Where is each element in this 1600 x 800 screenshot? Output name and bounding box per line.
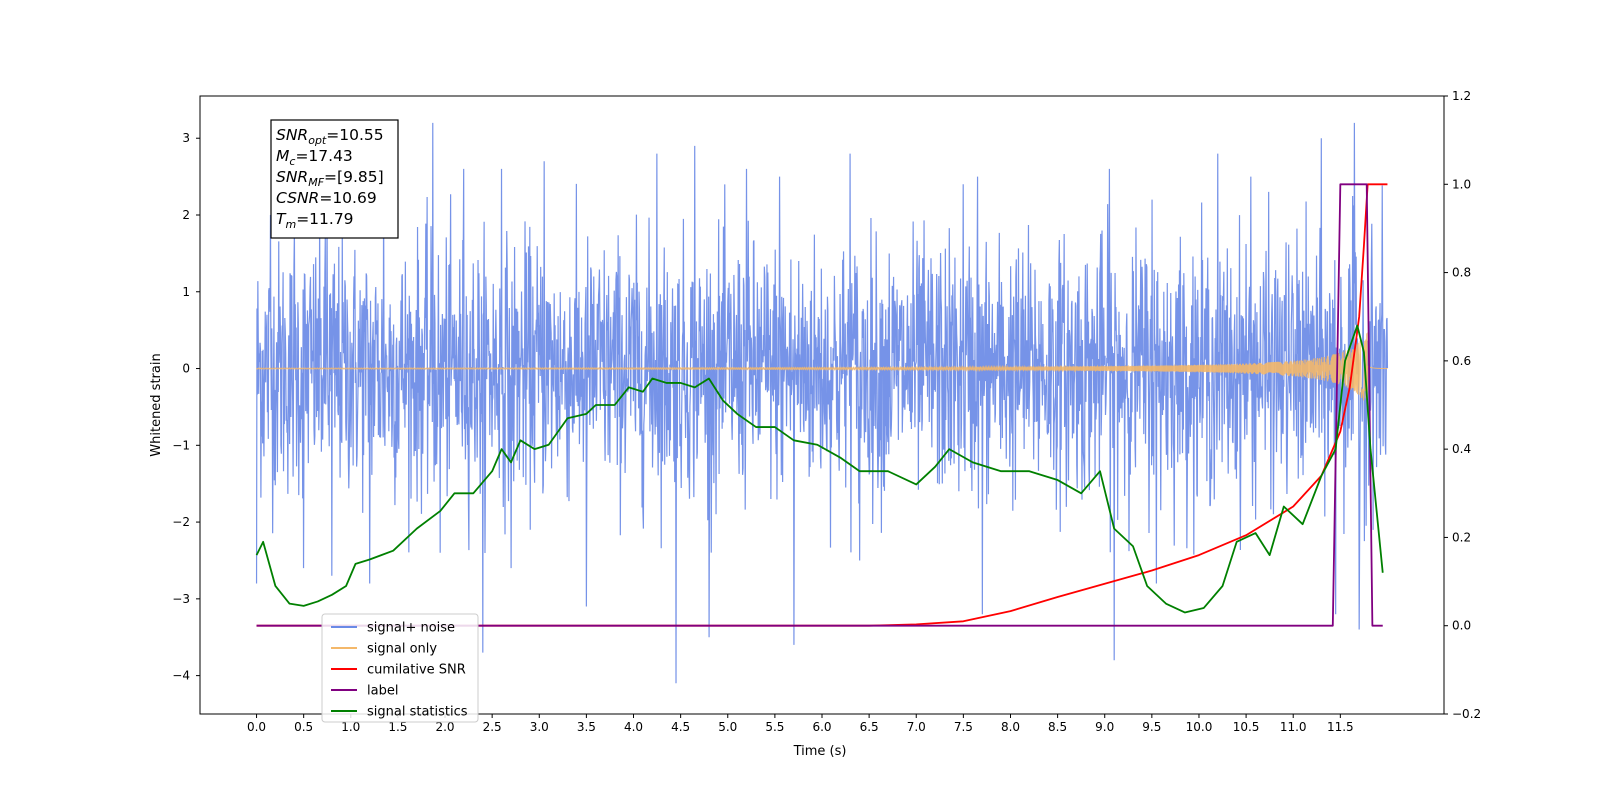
legend-label: signal+ noise bbox=[367, 621, 455, 636]
series-signal-noise bbox=[255, 122, 1389, 684]
x-tick-label: 11.0 bbox=[1280, 720, 1307, 734]
y-right-tick-label: 0.0 bbox=[1452, 619, 1471, 633]
x-tick-label: 6.5 bbox=[860, 720, 879, 734]
x-tick-label: 5.0 bbox=[718, 720, 737, 734]
series-line-signal-statistics bbox=[255, 324, 1384, 614]
y-left-tick-label: −1 bbox=[172, 438, 190, 452]
x-tick-label: 2.0 bbox=[435, 720, 454, 734]
legend-label: label bbox=[367, 684, 398, 699]
y-axis-left: 3 2 1 0 −1 −2 −3 −4 bbox=[172, 131, 200, 683]
annotation-line: CSNR=10.69 bbox=[276, 189, 377, 207]
series-line-label bbox=[256, 183, 1383, 627]
y-right-tick-label: −0.2 bbox=[1452, 707, 1481, 721]
annotation-line: Mc=17.43 bbox=[276, 147, 353, 168]
y-left-tick-label: 2 bbox=[182, 208, 190, 222]
annotation-line: SNRopt=10.55 bbox=[276, 126, 384, 147]
legend: signal+ noise signal only cumilative SNR la… bbox=[321, 613, 479, 723]
y-right-tick-label: 0.6 bbox=[1452, 354, 1471, 368]
y-left-tick-label: −2 bbox=[172, 515, 190, 529]
annotation-line: SNRMF=[9.85] bbox=[276, 168, 384, 189]
right-axis-series bbox=[255, 183, 1388, 627]
legend-label: signal statistics bbox=[367, 705, 468, 720]
x-tick-label: 7.5 bbox=[954, 720, 973, 734]
signal-only-line bbox=[256, 332, 1388, 401]
series-line-cumilative-snr bbox=[256, 183, 1388, 627]
signal-noise-line bbox=[255, 122, 1389, 684]
y-right-tick-label: 0.4 bbox=[1452, 442, 1471, 456]
x-tick-label: 3.0 bbox=[530, 720, 549, 734]
x-tick-label: 4.5 bbox=[671, 720, 690, 734]
x-tick-label: 7.0 bbox=[907, 720, 926, 734]
y-left-tick-label: 0 bbox=[182, 362, 190, 376]
y-right-tick-label: 0.2 bbox=[1452, 530, 1471, 544]
y-left-tick-label: 3 bbox=[182, 131, 190, 145]
x-tick-label: 0.5 bbox=[294, 720, 313, 734]
annotation-box: SNRopt=10.55Mc=17.43SNRMF=[9.85]CSNR=10.… bbox=[270, 119, 399, 239]
x-tick-label: 1.0 bbox=[341, 720, 360, 734]
x-tick-label: 3.5 bbox=[577, 720, 596, 734]
x-tick-label: 8.5 bbox=[1048, 720, 1067, 734]
annotation-line: Tm=11.79 bbox=[276, 210, 354, 231]
x-tick-label: 11.5 bbox=[1327, 720, 1354, 734]
x-axis: 0.0 0.5 1.0 1.5 2.0 2.5 3.0 3.5 4.0 4.5 5.0 5.5 6.0 6… bbox=[247, 714, 1354, 734]
y-right-tick-label: 1.0 bbox=[1452, 177, 1471, 191]
legend-label: signal only bbox=[367, 642, 437, 657]
y-left-tick-label: −4 bbox=[172, 669, 190, 683]
y-right-tick-label: 0.8 bbox=[1452, 266, 1471, 280]
x-tick-label: 5.5 bbox=[765, 720, 784, 734]
legend-label: cumilative SNR bbox=[367, 663, 466, 678]
x-tick-label: 6.0 bbox=[812, 720, 831, 734]
y-right-tick-label: 1.2 bbox=[1452, 89, 1471, 103]
y-left-tick-label: −3 bbox=[172, 592, 190, 606]
x-tick-label: 0.0 bbox=[247, 720, 266, 734]
x-tick-label: 4.0 bbox=[624, 720, 643, 734]
y-axis-right: 1.2 1.0 0.8 0.6 0.4 0.2 0.0 −0.2 bbox=[1444, 89, 1481, 721]
x-tick-label: 10.0 bbox=[1186, 720, 1213, 734]
x-tick-label: 1.5 bbox=[388, 720, 407, 734]
x-tick-label: 9.0 bbox=[1095, 720, 1114, 734]
y-axis-label-left: Whitened strain bbox=[149, 353, 164, 456]
x-tick-label: 8.0 bbox=[1001, 720, 1020, 734]
x-tick-label: 9.5 bbox=[1142, 720, 1161, 734]
x-tick-label: 10.5 bbox=[1233, 720, 1260, 734]
series-signal-only bbox=[256, 332, 1388, 401]
x-tick-label: 2.5 bbox=[483, 720, 502, 734]
y-left-tick-label: 1 bbox=[182, 285, 190, 299]
x-axis-label: Time (s) bbox=[793, 744, 847, 759]
